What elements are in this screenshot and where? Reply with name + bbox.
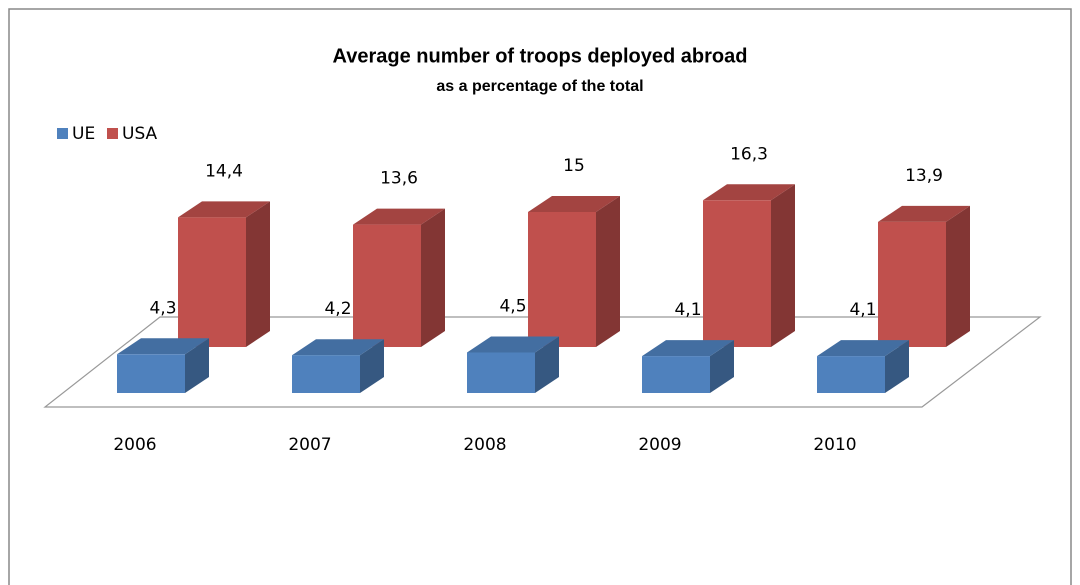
- chart-subtitle: as a percentage of the total: [436, 78, 643, 95]
- bar-top: [353, 208, 445, 225]
- bar: [117, 354, 185, 393]
- legend-label: USA: [122, 124, 158, 144]
- legend-label: UE: [72, 124, 95, 144]
- bar-top: [117, 338, 209, 355]
- bar-side: [885, 340, 909, 393]
- x-tick-label: 2010: [813, 435, 856, 455]
- data-label: 15: [563, 156, 585, 176]
- bar-side: [596, 196, 620, 347]
- legend-swatch: [107, 128, 118, 139]
- data-label: 4,3: [149, 298, 176, 318]
- bar-side: [710, 340, 734, 393]
- bar: [467, 352, 535, 393]
- legend-swatch: [57, 128, 68, 139]
- bar-side: [535, 336, 559, 393]
- data-label: 16,3: [730, 144, 768, 164]
- bar-top: [467, 336, 559, 353]
- x-tick-label: 2006: [113, 435, 156, 455]
- bar-top: [817, 340, 909, 357]
- bar-side: [421, 208, 445, 347]
- bar: [353, 224, 421, 347]
- bar-top: [642, 340, 734, 357]
- bar-top: [878, 205, 970, 222]
- data-label: 4,1: [849, 300, 876, 320]
- bar-side: [946, 205, 970, 347]
- data-label: 4,1: [674, 300, 701, 320]
- data-label: 13,9: [905, 166, 943, 186]
- bar: [178, 217, 246, 347]
- data-label: 13,6: [380, 169, 418, 189]
- bar: [817, 356, 885, 393]
- bar: [292, 355, 360, 393]
- bar: [703, 200, 771, 347]
- bar-side: [185, 338, 209, 393]
- x-tick-label: 2008: [463, 435, 506, 455]
- x-tick-label: 2007: [288, 435, 331, 455]
- bar-top: [528, 196, 620, 212]
- x-tick-label: 2009: [638, 435, 681, 455]
- bar: [878, 221, 946, 347]
- bar: [642, 356, 710, 393]
- bar-side: [360, 339, 384, 393]
- bar-side: [246, 201, 270, 347]
- data-label: 4,5: [499, 297, 526, 317]
- bar-top: [292, 339, 384, 356]
- bar-top: [178, 201, 270, 218]
- data-label: 4,2: [324, 299, 351, 319]
- data-label: 14,4: [205, 161, 243, 181]
- chart-title: Average number of troops deployed abroad: [333, 45, 748, 67]
- bar: [528, 212, 596, 347]
- bar-top: [703, 184, 795, 201]
- bar-side: [771, 184, 795, 347]
